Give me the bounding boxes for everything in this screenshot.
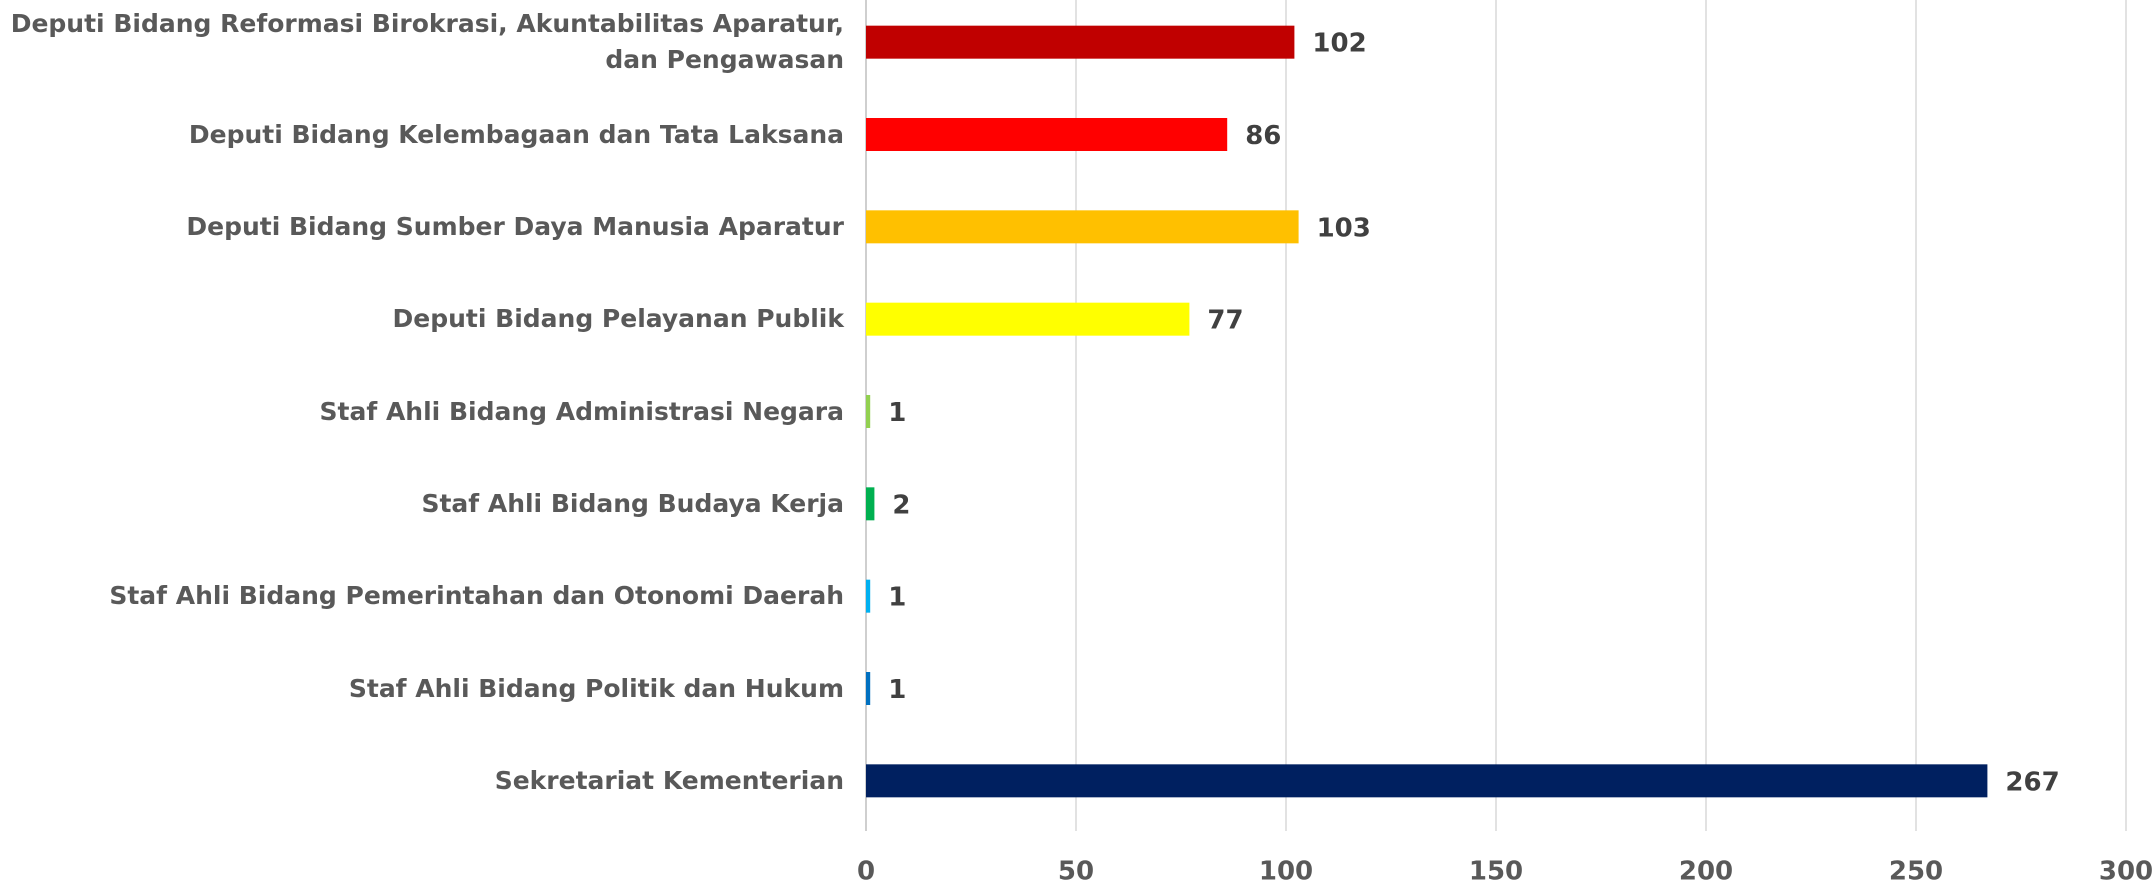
- x-tick-label: 0: [857, 857, 875, 887]
- x-tick-label: 300: [2099, 857, 2153, 887]
- bar: [866, 764, 1988, 798]
- y-tick-label: Deputi Bidang Sumber Daya Manusia Aparat…: [186, 211, 844, 241]
- value-label: 1: [888, 583, 906, 613]
- value-label: 102: [1312, 29, 1366, 59]
- bar: [866, 487, 875, 521]
- bar: [866, 118, 1228, 151]
- value-label: 103: [1317, 213, 1371, 243]
- value-label: 267: [2005, 767, 2059, 797]
- bar: [866, 210, 1299, 244]
- y-tick-label: Staf Ahli Bidang Pemerintahan dan Otonom…: [109, 581, 844, 611]
- bar: [866, 672, 871, 705]
- value-label: 77: [1207, 306, 1243, 336]
- y-tick-label: Deputi Bidang Kelembagaan dan Tata Laksa…: [188, 119, 844, 149]
- y-tick-label: Staf Ahli Bidang Budaya Kerja: [421, 488, 844, 518]
- x-tick-label: 250: [1889, 857, 1943, 887]
- x-tick-label: 50: [1058, 857, 1094, 887]
- bar: [866, 395, 871, 428]
- y-tick-label: Staf Ahli Bidang Politik dan Hukum: [348, 673, 844, 703]
- x-tick-label: 100: [1259, 857, 1313, 887]
- y-tick-label: Sekretariat Kementerian: [494, 765, 844, 795]
- value-label: 86: [1245, 121, 1281, 151]
- y-tick-label: Staf Ahli Bidang Administrasi Negara: [319, 396, 844, 426]
- x-tick-label: 200: [1679, 857, 1733, 887]
- value-label: 2: [892, 490, 910, 520]
- y-tick-label: Deputi Bidang Pelayanan Publik: [392, 304, 844, 334]
- value-label: 1: [888, 675, 906, 705]
- value-label: 1: [888, 398, 906, 428]
- bar: [866, 302, 1190, 336]
- bar: [866, 25, 1295, 59]
- bar: [866, 579, 871, 613]
- y-tick-label: Deputi Bidang Reformasi Birokrasi, Akunt…: [10, 9, 844, 75]
- x-tick-label: 150: [1469, 857, 1523, 887]
